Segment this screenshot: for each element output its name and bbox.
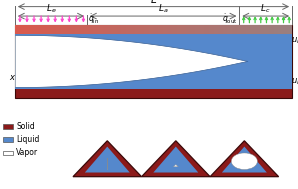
Bar	[269, 25, 274, 34]
Polygon shape	[85, 147, 130, 173]
Bar	[213, 25, 218, 34]
Bar	[227, 25, 232, 34]
Text: $L_c$: $L_c$	[260, 2, 271, 15]
Bar	[149, 25, 154, 34]
Bar	[172, 25, 177, 34]
Bar	[89, 25, 94, 34]
Bar	[47, 25, 52, 34]
Bar	[158, 25, 163, 34]
Bar	[33, 25, 38, 34]
Text: Vapor: Vapor	[16, 149, 38, 157]
Text: $u_l$: $u_l$	[291, 77, 298, 87]
Bar	[218, 25, 223, 34]
Circle shape	[231, 153, 257, 170]
Bar	[195, 25, 200, 34]
Bar	[139, 25, 145, 34]
Bar	[75, 25, 80, 34]
Bar	[84, 25, 89, 34]
Bar	[287, 25, 292, 34]
Bar	[57, 25, 61, 34]
Polygon shape	[173, 165, 178, 167]
Text: Solid: Solid	[16, 122, 35, 131]
Bar	[260, 25, 265, 34]
Polygon shape	[142, 141, 210, 177]
Bar	[274, 25, 278, 34]
Text: $u_v$: $u_v$	[96, 46, 107, 57]
Bar	[176, 25, 181, 34]
Bar	[237, 25, 241, 34]
Bar	[117, 25, 122, 34]
Bar	[200, 25, 204, 34]
Bar	[52, 25, 57, 34]
Bar	[250, 25, 255, 34]
Polygon shape	[15, 35, 248, 88]
Bar	[43, 25, 48, 34]
Bar	[70, 25, 75, 34]
Text: $L$: $L$	[150, 0, 157, 5]
Bar	[209, 25, 214, 34]
Bar	[246, 25, 251, 34]
Bar	[264, 25, 269, 34]
Text: Liquid: Liquid	[16, 135, 40, 144]
Bar	[190, 25, 195, 34]
Text: $\dot{q}_{\rm out}$: $\dot{q}_{\rm out}$	[222, 12, 238, 26]
Bar	[24, 25, 29, 34]
Bar	[98, 25, 103, 34]
Bar	[163, 25, 167, 34]
Bar	[66, 25, 71, 34]
Polygon shape	[210, 141, 279, 177]
Text: $x$: $x$	[9, 73, 16, 82]
Bar	[20, 25, 24, 34]
Bar	[29, 25, 34, 34]
Bar	[283, 25, 288, 34]
Bar	[223, 25, 228, 34]
Bar	[112, 25, 117, 34]
Bar	[3, 137, 13, 142]
Text: $L_a$: $L_a$	[158, 2, 168, 15]
Text: $\dot{q}_{\rm in}$: $\dot{q}_{\rm in}$	[89, 12, 100, 26]
Polygon shape	[153, 147, 198, 173]
Bar	[135, 25, 140, 34]
Bar	[15, 34, 292, 89]
Bar	[278, 25, 283, 34]
Bar	[3, 151, 13, 155]
Bar	[255, 25, 260, 34]
Bar	[80, 25, 85, 34]
Bar	[107, 25, 112, 34]
Text: $u_l$: $u_l$	[291, 36, 298, 46]
Bar	[61, 25, 66, 34]
Bar	[167, 25, 172, 34]
Bar	[241, 25, 246, 34]
Bar	[131, 25, 135, 34]
Bar	[144, 25, 149, 34]
Bar	[103, 25, 108, 34]
Text: $L_e$: $L_e$	[46, 2, 56, 15]
Bar	[204, 25, 209, 34]
Bar	[232, 25, 237, 34]
Bar	[186, 25, 191, 34]
Bar	[38, 25, 43, 34]
Bar	[121, 25, 126, 34]
Bar	[3, 124, 13, 129]
Bar	[181, 25, 186, 34]
Polygon shape	[73, 141, 142, 177]
Polygon shape	[222, 147, 267, 173]
Bar	[126, 25, 131, 34]
Bar	[15, 25, 292, 98]
Bar	[93, 25, 98, 34]
Bar	[15, 25, 20, 34]
Bar	[153, 25, 159, 34]
